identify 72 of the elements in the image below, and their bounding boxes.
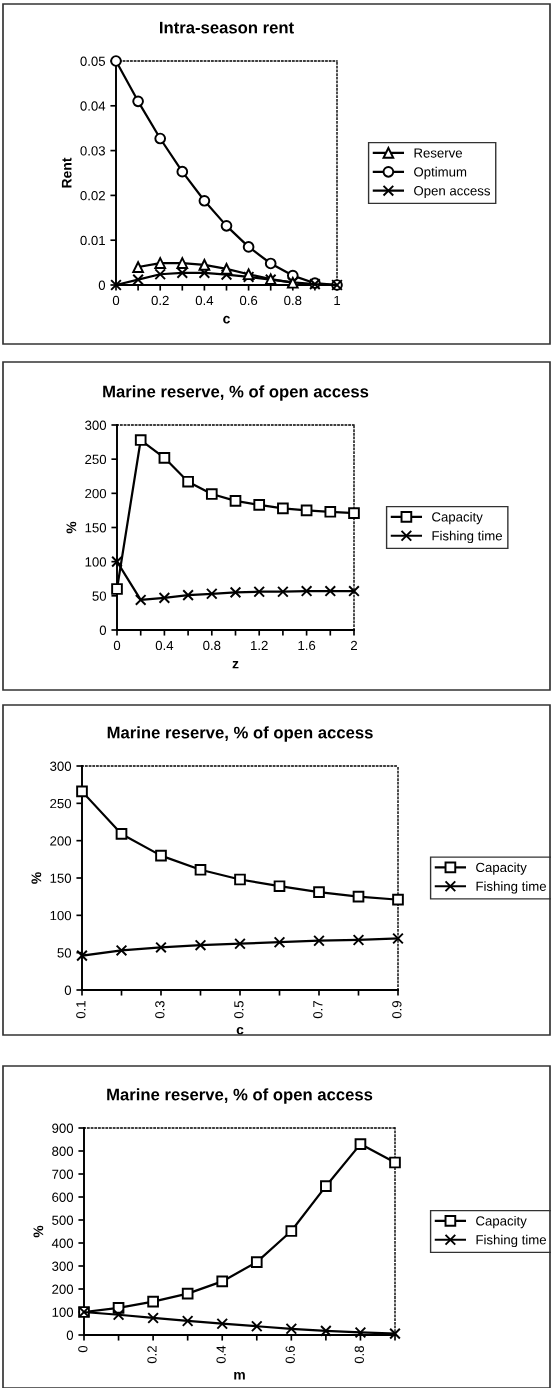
x-tick-label: 0.4 <box>155 640 174 651</box>
y-tick-label: 300 <box>52 1261 74 1271</box>
x-tick-label: 0.2 <box>147 1346 157 1364</box>
y-tick-label: 0 <box>99 625 107 635</box>
chart-title: Marine reserve, % of open access <box>107 726 373 742</box>
x-tick-label: 1 <box>334 295 341 305</box>
legend-label: Fishing time <box>432 530 502 544</box>
y-tick-label: 200 <box>50 836 72 846</box>
x-tick-label: 0.8 <box>354 1345 364 1364</box>
x-tick-label: 0.4 <box>195 295 214 306</box>
y-tick-label: 0 <box>98 280 106 290</box>
x-tick-label: 2 <box>351 640 358 650</box>
legend-label: Capacity <box>432 511 483 525</box>
legend-label: Capacity <box>476 1215 527 1229</box>
chart-title: Marine reserve, % of open access <box>107 1088 373 1104</box>
y-tick-label: 150 <box>85 523 107 533</box>
x-tick-label: 1.2 <box>251 640 268 650</box>
legend-label: Capacity <box>476 862 527 875</box>
x-axis-title: z <box>232 661 239 669</box>
y-tick-label: 100 <box>50 910 72 921</box>
y-tick-label: 300 <box>50 761 72 771</box>
x-tick-label: 0.3 <box>155 1000 165 1019</box>
y-axis-title: % <box>66 521 77 534</box>
legend-label: Fishing time <box>476 881 546 894</box>
y-axis-title: % <box>33 1225 44 1238</box>
y-tick-label: 400 <box>51 1238 74 1248</box>
x-tick-label: 0.8 <box>284 295 302 306</box>
y-tick-label: 200 <box>85 488 107 499</box>
y-tick-label: 0.05 <box>80 56 106 66</box>
y-tick-label: 0.04 <box>80 101 106 111</box>
legend-label: Open access <box>414 186 490 199</box>
legend-label: Reserve <box>414 148 462 158</box>
y-tick-label: 0.03 <box>80 146 106 156</box>
y-tick-label: 250 <box>50 798 72 809</box>
chart-title: Marine reserve, % of open access <box>103 385 369 401</box>
legend-label: Fishing time <box>476 1234 546 1248</box>
x-tick-label: 1.6 <box>298 640 316 651</box>
x-tick-label: 0.4 <box>216 1345 226 1364</box>
y-tick-label: 50 <box>92 591 107 601</box>
chart-title: Intra-season rent <box>160 21 294 34</box>
y-axis-title: % <box>31 872 42 884</box>
x-tick-label: 0 <box>113 640 121 651</box>
y-tick-label: 0.02 <box>80 190 105 201</box>
x-tick-label: 0 <box>112 295 120 306</box>
x-tick-label: 0.6 <box>239 295 258 306</box>
y-tick-label: 500 <box>52 1215 74 1225</box>
x-tick-label: 0.7 <box>313 1001 323 1019</box>
x-axis-title: m <box>234 1371 245 1380</box>
y-tick-label: 100 <box>52 1307 74 1317</box>
x-tick-label: 0.5 <box>234 1000 244 1019</box>
y-tick-label: 200 <box>52 1284 74 1294</box>
y-axis-title: Rent <box>61 157 72 188</box>
y-tick-label: 900 <box>52 1123 74 1133</box>
y-tick-label: 100 <box>85 557 107 567</box>
y-tick-label: 700 <box>52 1169 74 1179</box>
x-axis-title: c <box>223 315 230 324</box>
y-tick-label: 250 <box>85 454 107 465</box>
y-tick-label: 800 <box>52 1146 74 1156</box>
y-tick-label: 0 <box>66 1330 74 1340</box>
x-axis-title: c <box>236 1026 244 1035</box>
y-tick-label: 150 <box>50 873 72 883</box>
x-tick-label: 0.2 <box>151 295 169 306</box>
y-tick-label: 50 <box>57 948 72 958</box>
x-tick-label: 0.8 <box>203 640 221 651</box>
y-tick-label: 0.01 <box>80 235 105 246</box>
y-tick-label: 0 <box>64 985 72 995</box>
x-tick-label: 0.9 <box>392 1001 402 1019</box>
legend-label: Optimum <box>414 166 467 180</box>
x-tick-label: 0.6 <box>285 1345 295 1364</box>
y-tick-label: 600 <box>52 1192 74 1202</box>
y-tick-label: 300 <box>85 420 107 430</box>
x-tick-label: 0.1 <box>76 1001 86 1019</box>
